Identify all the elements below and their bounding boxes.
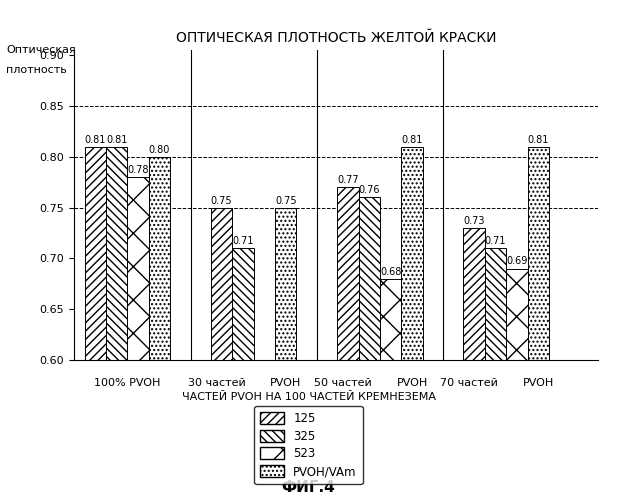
Title: ОПТИЧЕСКАЯ ПЛОТНОСТЬ ЖЕЛТОЙ КРАСКИ: ОПТИЧЕСКАЯ ПЛОТНОСТЬ ЖЕЛТОЙ КРАСКИ	[176, 30, 497, 44]
Text: 0.81: 0.81	[401, 134, 423, 144]
Bar	[358, 198, 380, 360]
Bar	[275, 208, 296, 360]
Text: 0.81: 0.81	[106, 134, 128, 144]
Text: 0.78: 0.78	[127, 165, 149, 175]
Text: PVOH: PVOH	[270, 378, 301, 388]
Bar	[337, 187, 358, 360]
Bar	[233, 248, 254, 360]
Text: 0.75: 0.75	[211, 196, 233, 205]
Text: 0.81: 0.81	[528, 134, 549, 144]
Bar	[106, 146, 128, 360]
Bar	[85, 146, 106, 360]
Text: 0.80: 0.80	[149, 144, 170, 154]
Text: плотность: плотность	[6, 65, 67, 75]
Text: 0.76: 0.76	[358, 186, 380, 196]
Bar	[380, 278, 401, 360]
Text: 70 частей: 70 частей	[441, 378, 499, 388]
Bar	[128, 177, 149, 360]
Text: PVOH: PVOH	[396, 378, 428, 388]
Bar	[463, 228, 485, 360]
Text: 30 частей: 30 частей	[188, 378, 246, 388]
Bar	[401, 146, 423, 360]
Text: ЧАСТЕЙ PVOH НА 100 ЧАСТЕЙ КРЕМНЕЗЕМА: ЧАСТЕЙ PVOH НА 100 ЧАСТЕЙ КРЕМНЕЗЕМА	[181, 392, 436, 402]
Text: 100% PVOH: 100% PVOH	[94, 378, 160, 388]
Text: 0.71: 0.71	[485, 236, 507, 246]
Text: 0.75: 0.75	[275, 196, 297, 205]
Text: 0.71: 0.71	[232, 236, 254, 246]
Text: 0.69: 0.69	[506, 256, 528, 266]
Text: Оптическая: Оптическая	[6, 45, 76, 55]
Text: ФИГ.4: ФИГ.4	[281, 480, 336, 495]
Text: 0.77: 0.77	[337, 175, 358, 185]
Bar	[149, 156, 170, 360]
Text: 0.81: 0.81	[85, 134, 106, 144]
Bar	[528, 146, 549, 360]
Bar	[506, 268, 528, 360]
Text: PVOH: PVOH	[523, 378, 554, 388]
Text: 0.68: 0.68	[380, 266, 401, 276]
Text: 50 частей: 50 частей	[314, 378, 372, 388]
Legend: 125, 325, 523, PVOH/VAm: 125, 325, 523, PVOH/VAm	[254, 406, 363, 484]
Bar	[485, 248, 506, 360]
Text: 0.73: 0.73	[463, 216, 485, 226]
Bar	[211, 208, 233, 360]
